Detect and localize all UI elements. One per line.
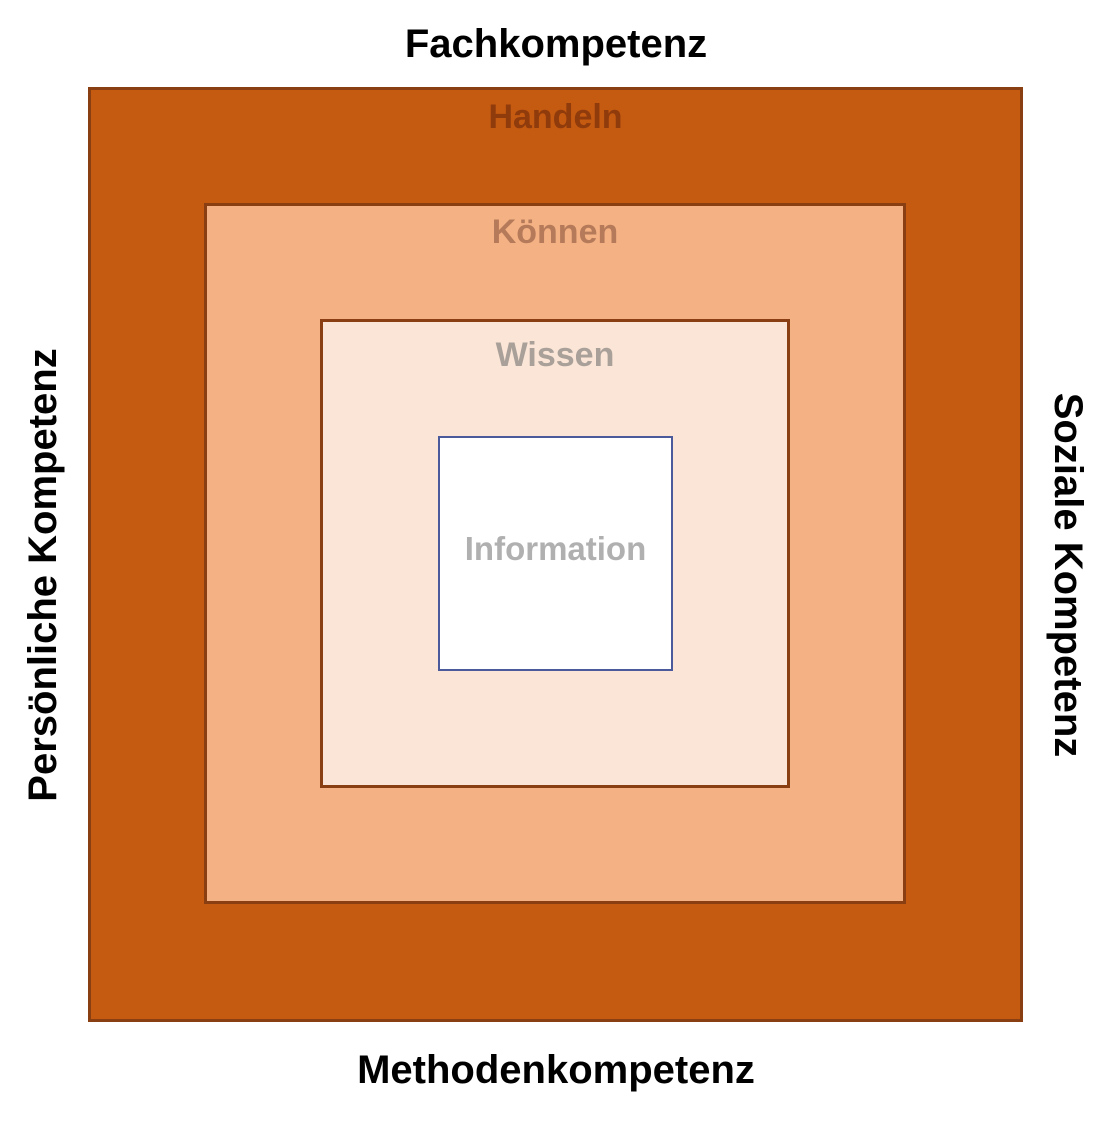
label-wissen: Wissen xyxy=(495,336,615,374)
label-handeln: Handeln xyxy=(488,98,623,136)
label-persoenliche-kompetenz: Persönliche Kompetenz xyxy=(21,348,65,802)
label-koennen: Können xyxy=(491,213,619,251)
label-information: Information xyxy=(464,530,647,567)
label-fachkompetenz: Fachkompetenz xyxy=(404,22,708,66)
box-information: Information xyxy=(438,436,673,671)
label-soziale-kompetenz: Soziale Kompetenz xyxy=(1046,392,1090,758)
label-methodenkompetenz: Methodenkompetenz xyxy=(357,1048,755,1092)
